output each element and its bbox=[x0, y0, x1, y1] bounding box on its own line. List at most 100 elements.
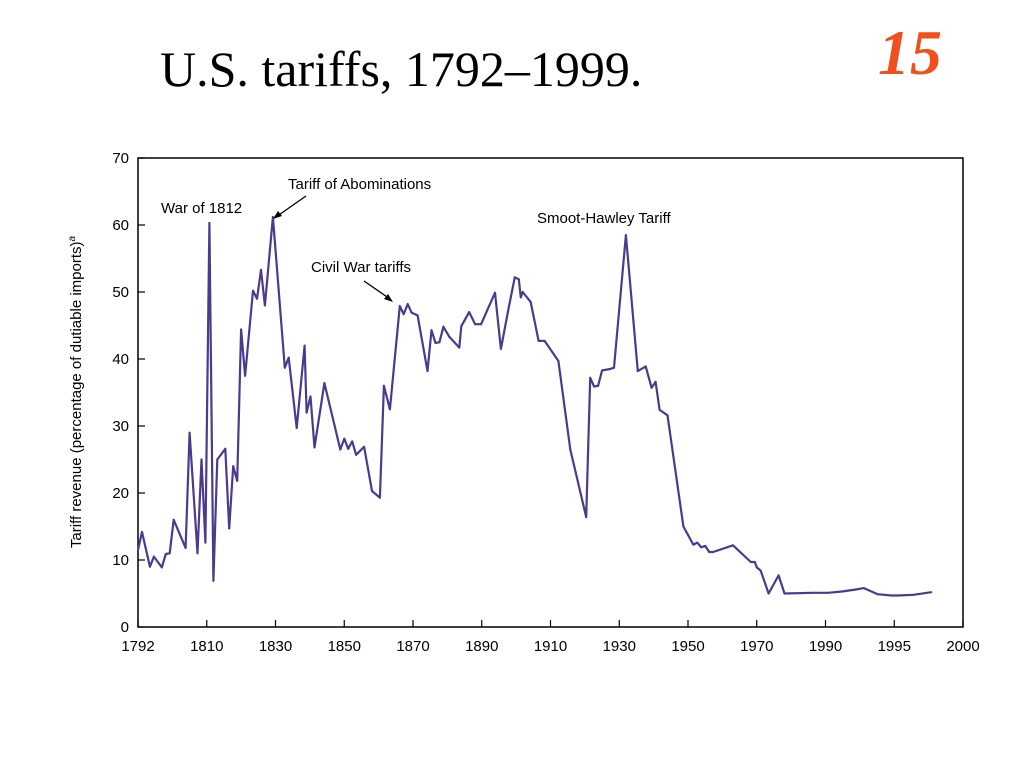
data-point bbox=[426, 370, 429, 373]
data-point bbox=[494, 291, 496, 294]
data-point bbox=[519, 296, 522, 299]
data-point bbox=[609, 368, 611, 370]
data-point bbox=[256, 297, 258, 300]
data-point bbox=[252, 289, 254, 292]
data-point bbox=[148, 565, 151, 568]
data-point bbox=[343, 437, 346, 440]
data-point bbox=[371, 490, 373, 492]
data-point bbox=[854, 588, 857, 591]
x-tick-label: 1930 bbox=[603, 638, 636, 655]
data-point bbox=[378, 496, 381, 499]
data-point bbox=[543, 339, 546, 342]
x-tick-label: 1850 bbox=[328, 638, 361, 655]
data-point bbox=[295, 427, 298, 429]
x-tick-label: 1995 bbox=[878, 638, 911, 655]
data-point bbox=[783, 592, 786, 595]
x-tick-label: 2000 bbox=[946, 638, 979, 655]
data-point bbox=[589, 376, 592, 379]
data-point bbox=[216, 458, 219, 461]
data-point bbox=[283, 366, 286, 369]
y-axis: 0 10 20 30 40 50 60 70 bbox=[112, 150, 145, 636]
data-point bbox=[593, 385, 596, 388]
data-point bbox=[137, 549, 139, 551]
data-point bbox=[732, 544, 734, 547]
data-point bbox=[759, 569, 762, 572]
x-axis: 1792 1810 1830 1850 1870 1890 1910 1930 1950 1970… bbox=[121, 620, 980, 655]
data-point bbox=[228, 527, 231, 530]
data-point bbox=[636, 370, 639, 373]
data-point bbox=[753, 561, 756, 563]
data-point bbox=[244, 374, 247, 377]
data-point bbox=[650, 386, 653, 389]
x-tick-label: 1950 bbox=[671, 638, 704, 655]
data-point bbox=[434, 341, 437, 344]
y-tick-label: 10 bbox=[112, 552, 129, 569]
data-point bbox=[323, 382, 326, 385]
data-point bbox=[458, 346, 461, 349]
data-point bbox=[827, 591, 830, 594]
data-point bbox=[624, 234, 627, 237]
data-point bbox=[442, 325, 445, 328]
data-point bbox=[240, 328, 243, 331]
data-point bbox=[287, 356, 290, 359]
data-point bbox=[410, 311, 413, 314]
data-point bbox=[141, 530, 143, 533]
x-tick-label: 1910 bbox=[534, 638, 567, 655]
data-point bbox=[480, 323, 483, 326]
data-point bbox=[347, 447, 350, 450]
data-point bbox=[204, 541, 207, 544]
data-point bbox=[232, 465, 235, 468]
data-point bbox=[862, 587, 865, 590]
x-tick-label: 1970 bbox=[740, 638, 773, 655]
data-point bbox=[601, 369, 604, 372]
data-point bbox=[708, 551, 711, 553]
data-point bbox=[517, 278, 520, 281]
data-point bbox=[696, 541, 699, 544]
y-tick-label: 50 bbox=[112, 284, 129, 301]
data-point bbox=[339, 448, 342, 451]
data-point bbox=[569, 448, 572, 451]
slide-title: U.S. tariffs, 1792–1999. bbox=[160, 41, 643, 97]
x-tick-label: 1810 bbox=[190, 638, 223, 655]
data-point bbox=[474, 323, 477, 326]
annotation-arrow-civil-war bbox=[363, 280, 391, 300]
data-point bbox=[438, 341, 441, 344]
data-point bbox=[168, 552, 171, 555]
y-axis-label-text: Tariff revenue (percentage of dutiable i… bbox=[68, 242, 85, 549]
data-point bbox=[521, 291, 524, 293]
annotation-tariff-of-abominations: Tariff of Abominations bbox=[288, 176, 431, 193]
data-point bbox=[260, 268, 262, 271]
data-point bbox=[430, 329, 433, 332]
y-tick-label: 40 bbox=[112, 351, 129, 368]
data-point bbox=[363, 445, 366, 448]
y-tick-label: 30 bbox=[112, 418, 129, 435]
x-tick-label: 1830 bbox=[259, 638, 292, 655]
data-point bbox=[896, 594, 899, 597]
data-point bbox=[557, 360, 560, 362]
plot-frame bbox=[137, 157, 964, 628]
y-tick-label: 70 bbox=[112, 150, 129, 167]
data-point bbox=[468, 311, 471, 314]
annotation-arrow-abominations bbox=[275, 195, 307, 218]
data-point bbox=[271, 216, 274, 218]
data-point bbox=[585, 516, 588, 519]
data-point bbox=[682, 525, 685, 528]
data-point bbox=[890, 594, 893, 597]
annotation-arrowhead-abominations bbox=[273, 211, 282, 219]
x-tick-label: 1890 bbox=[465, 638, 498, 655]
x-tick-label: 1870 bbox=[396, 638, 429, 655]
data-point bbox=[712, 551, 715, 553]
annotation-war-of-1812: War of 1812 bbox=[161, 200, 242, 217]
data-point bbox=[309, 395, 312, 398]
data-point bbox=[313, 446, 316, 449]
data-point bbox=[224, 447, 227, 450]
tariff-series-line bbox=[136, 215, 932, 597]
data-point bbox=[351, 440, 354, 443]
data-point bbox=[912, 593, 915, 596]
data-point bbox=[305, 411, 308, 414]
data-point bbox=[184, 546, 187, 549]
data-point bbox=[212, 579, 215, 582]
data-point bbox=[172, 518, 175, 521]
data-point bbox=[658, 408, 661, 411]
data-point bbox=[811, 591, 814, 594]
